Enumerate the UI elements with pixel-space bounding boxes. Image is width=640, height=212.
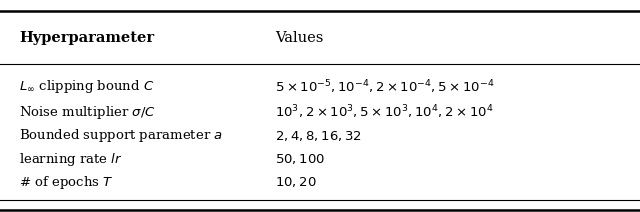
Text: Hyperparameter: Hyperparameter (19, 31, 154, 45)
Text: Values: Values (275, 31, 324, 45)
Text: $5 \times 10^{-5}, 10^{-4}, 2 \times 10^{-4}, 5 \times 10^{-4}$: $5 \times 10^{-5}, 10^{-4}, 2 \times 10^… (275, 78, 495, 96)
Text: Bounded support parameter $a$: Bounded support parameter $a$ (19, 127, 223, 144)
Text: $10^{3}, 2 \times 10^{3}, 5 \times 10^{3}, 10^{4}, 2 \times 10^{4}$: $10^{3}, 2 \times 10^{3}, 5 \times 10^{3… (275, 103, 493, 121)
Text: Noise multiplier $\sigma/C$: Noise multiplier $\sigma/C$ (19, 104, 156, 121)
Text: learning rate $lr$: learning rate $lr$ (19, 151, 123, 167)
Text: $50, 100$: $50, 100$ (275, 152, 325, 166)
Text: $10, 20$: $10, 20$ (275, 175, 317, 189)
Text: $\#$ of epochs $T$: $\#$ of epochs $T$ (19, 174, 114, 191)
Text: $L_\infty$ clipping bound $C$: $L_\infty$ clipping bound $C$ (19, 78, 155, 95)
Text: $2, 4, 8, 16, 32$: $2, 4, 8, 16, 32$ (275, 129, 362, 143)
